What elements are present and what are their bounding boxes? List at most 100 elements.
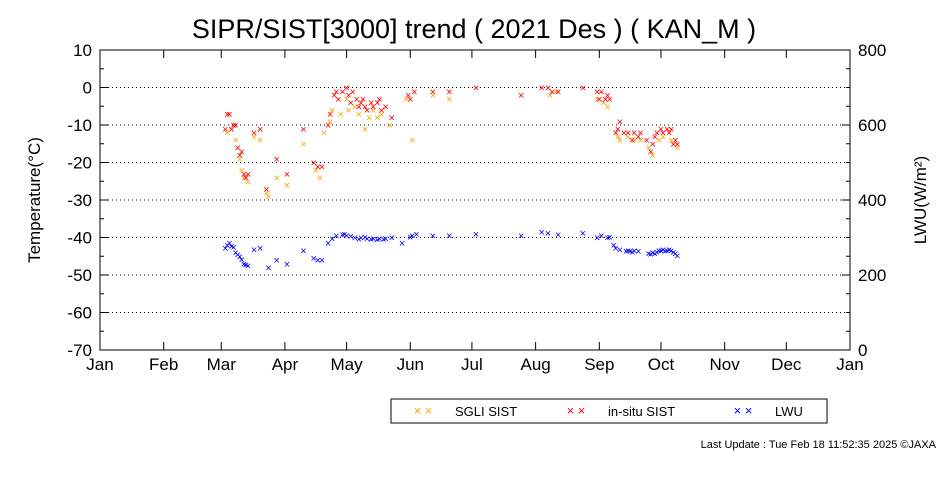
axes: 100-10-20-30-40-50-60-708006004002000Jan…: [67, 41, 886, 374]
chart-title: SIPR/SIST[3000] trend ( 2021 Des ) ( KAN…: [192, 14, 756, 44]
data-point: ×: [407, 94, 413, 106]
y2-axis-label: LWU(W/m²): [911, 156, 930, 244]
data-point: ×: [664, 245, 670, 257]
data-point: ×: [333, 86, 339, 98]
y-tick-label: -50: [67, 266, 92, 285]
data-point: ×: [230, 242, 236, 254]
data-point: ×: [409, 135, 415, 147]
data-point: ×: [652, 248, 658, 260]
data-point: ×: [245, 169, 251, 181]
data-point: ×: [284, 259, 290, 271]
data-point: ×: [380, 234, 386, 246]
data-point: ×: [387, 120, 393, 132]
data-point: ×: [625, 245, 631, 257]
x-tick-label: Jan: [836, 355, 863, 374]
data-point: ×: [627, 246, 633, 258]
data-point: ×: [650, 150, 656, 162]
data-point: ×: [378, 105, 384, 117]
data-point: ×: [430, 90, 436, 102]
data-point: ×: [263, 184, 269, 196]
data-point: ×: [613, 243, 619, 255]
data-point: ×: [327, 109, 333, 121]
series-sgli-sist: ×××××××× ××××××××××× ××× ××××××××××× × × ×× ×××…: [224, 86, 680, 203]
data-point: ×: [666, 245, 672, 257]
data-point: ×: [604, 233, 610, 245]
data-point: ×: [637, 128, 643, 140]
data-point: ×: [407, 232, 413, 244]
y-tick-label: -40: [67, 229, 92, 248]
data-point: ×: [374, 113, 380, 125]
data-point: ×: [656, 245, 662, 257]
data-point: ×: [339, 230, 345, 242]
data-point: ×: [473, 229, 479, 241]
data-point: ×: [319, 161, 325, 173]
data-point: ×: [430, 86, 436, 98]
data-point: ×: [672, 248, 678, 260]
data-point: ×: [643, 135, 649, 147]
data-point: ×: [300, 246, 306, 258]
data-point: ×: [251, 245, 257, 257]
data-point: ×: [631, 246, 637, 258]
data-point: ×: [654, 247, 660, 259]
legend-marker: × ×: [414, 403, 433, 418]
y2-tick-label: 400: [858, 191, 886, 210]
data-point: ×: [300, 139, 306, 151]
data-point: ×: [224, 128, 230, 140]
y-tick-label: -60: [67, 304, 92, 323]
data-point: ×: [555, 86, 561, 98]
y2-tick-label: 800: [858, 41, 886, 60]
legend-marker: × ×: [567, 403, 586, 418]
data-point: ×: [635, 246, 641, 258]
data-point: ×: [672, 135, 678, 147]
data-point: ×: [251, 131, 257, 143]
data-point: ×: [228, 124, 234, 136]
data-point: ×: [635, 131, 641, 143]
data-point: ×: [660, 128, 666, 140]
data-point: ×: [668, 246, 674, 258]
x-tick-label: Feb: [149, 355, 178, 374]
data-point: ×: [370, 233, 376, 245]
data-point: ×: [234, 249, 240, 261]
data-point: ×: [666, 128, 672, 140]
data-point: ×: [629, 247, 635, 259]
data-point: ×: [403, 94, 409, 106]
data-point: ×: [354, 94, 360, 106]
data-point: ×: [596, 94, 602, 106]
data-point: ×: [345, 90, 351, 102]
data-point: ×: [389, 113, 395, 125]
data-point: ×: [580, 83, 586, 95]
data-point: ×: [356, 234, 362, 246]
data-point: ×: [313, 165, 319, 177]
data-point: ×: [366, 113, 372, 125]
data-point: ×: [362, 124, 368, 136]
data-point: ×: [364, 233, 370, 245]
x-tick-label: Jun: [397, 355, 424, 374]
data-point: ×: [226, 238, 232, 250]
data-point: ×: [341, 229, 347, 241]
data-point: ×: [251, 128, 257, 140]
data-point: ×: [547, 90, 553, 102]
x-tick-label: Aug: [520, 355, 550, 374]
series-in-situ-sist: ××××××××××××× ×××××××××××××××××××××××××××…: [222, 83, 680, 196]
data-point: ×: [345, 105, 351, 117]
data-point: ×: [374, 234, 380, 246]
data-point: ×: [284, 169, 290, 181]
data-point: ×: [350, 86, 356, 98]
data-point: ×: [257, 135, 263, 147]
x-tick-label: Mar: [207, 355, 237, 374]
data-point: ×: [549, 86, 555, 98]
data-point: ×: [545, 228, 551, 240]
data-point: ×: [310, 253, 316, 265]
data-point: ×: [650, 248, 656, 260]
data-point: ×: [656, 135, 662, 147]
data-point: ×: [553, 86, 559, 98]
data-point: ×: [645, 248, 651, 260]
legend-marker: × ×: [734, 403, 753, 418]
data-point: ×: [356, 101, 362, 113]
data-point: ×: [617, 245, 623, 257]
data-point: ×: [610, 240, 616, 252]
data-point: ×: [382, 234, 388, 246]
data-point: ×: [241, 173, 247, 185]
data-point: ×: [310, 158, 316, 170]
data-point: ×: [598, 86, 604, 98]
